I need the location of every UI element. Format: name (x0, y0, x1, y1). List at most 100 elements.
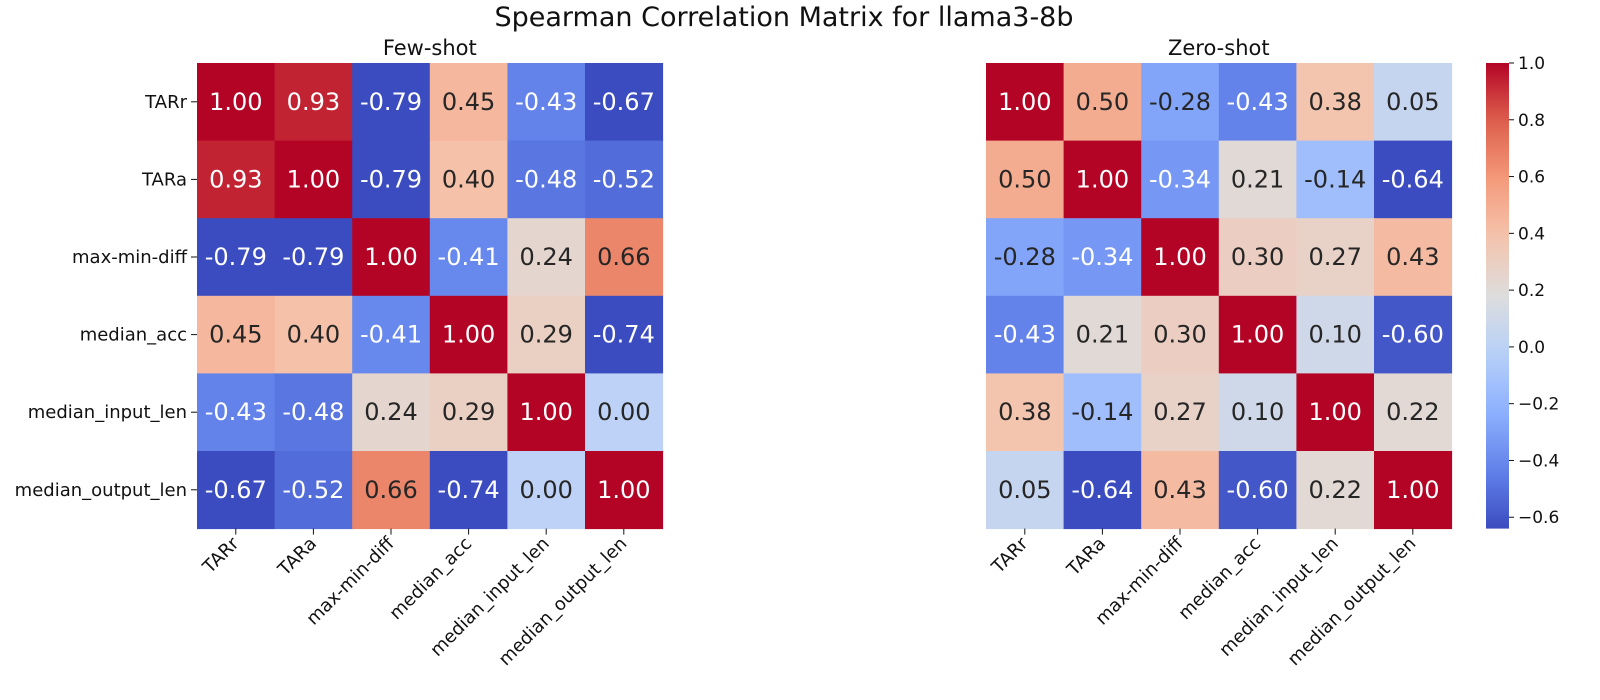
cell-value-label: 0.38 (1308, 88, 1361, 116)
heatmap-cell (1063, 218, 1142, 297)
heatmap-cell (1141, 218, 1220, 297)
heatmap-cell (986, 373, 1065, 452)
cell-value-label: 0.45 (209, 321, 262, 349)
colorbar-tick-label: 0.2 (1518, 281, 1545, 301)
cell-value-label: 0.66 (364, 476, 417, 504)
heatmap-cell (585, 63, 664, 142)
cell-value-label: 0.21 (1076, 321, 1129, 349)
cell-value-label: 0.93 (287, 88, 340, 116)
cell-value-label: -0.74 (438, 476, 500, 504)
heatmap-cell (585, 218, 664, 297)
heatmap-cell (352, 451, 431, 530)
cell-value-label: -0.41 (360, 321, 422, 349)
figure-title: Spearman Correlation Matrix for llama3-8… (495, 2, 1074, 33)
colorbar-tick-label: 0.8 (1518, 111, 1545, 131)
heatmap-cell (1063, 451, 1142, 530)
heatmap-cell (274, 295, 353, 374)
cell-value-label: -0.28 (994, 243, 1056, 271)
heatmap-cell (197, 140, 276, 219)
cell-value-label: 0.22 (1308, 476, 1361, 504)
cell-value-label: -0.60 (1382, 321, 1444, 349)
heatmap-cell (986, 451, 1065, 530)
heatmap-cell (274, 63, 353, 142)
heatmap-cell (585, 140, 664, 219)
heatmap-cell (1374, 63, 1453, 142)
heatmap-cell (429, 295, 508, 374)
heatmap-cell (352, 373, 431, 452)
cell-value-label: -0.64 (1382, 165, 1444, 193)
cell-value-label: 0.05 (998, 476, 1051, 504)
cell-value-label: -0.43 (205, 398, 267, 426)
heatmap-cell (197, 63, 276, 142)
heatmap-cell (507, 63, 586, 142)
zero-shot-heatmap: Zero-shot 1.00 0.50 -0.28 -0.43 0.38 0.05 0.50 1… (986, 36, 1453, 670)
heatmap-cell (352, 63, 431, 142)
heatmap-cell (429, 218, 508, 297)
cell-value-label: 1.00 (287, 165, 340, 193)
x-tick-label-tara: TARa (1063, 533, 1110, 580)
cell-value-label: -0.43 (1227, 88, 1289, 116)
cell-value-label: 1.00 (519, 398, 572, 426)
few-shot-heatmap: Few-shot 1.00 0.93 -0.79 0.45 -0.43 -0.67 0.93 1… (15, 36, 664, 670)
cell-value-label: -0.67 (593, 88, 655, 116)
cell-value-label: 1.00 (1076, 165, 1129, 193)
heatmap-cell (197, 295, 276, 374)
cell-value-label: 0.05 (1386, 88, 1439, 116)
heatmap-cell (1374, 373, 1453, 452)
heatmap-cell (986, 140, 1065, 219)
cell-value-label: -0.64 (1071, 476, 1133, 504)
cell-value-label: 1.00 (442, 321, 495, 349)
colorbar-tick-label: 1.0 (1518, 54, 1545, 74)
y-tick-label-tarr: TARr (144, 92, 187, 113)
cell-value-label: -0.14 (1304, 165, 1366, 193)
y-tick-label-tara: TARa (141, 169, 187, 190)
heatmap-cell (1218, 451, 1297, 530)
cell-value-label: -0.79 (360, 88, 422, 116)
heatmap-cell (1296, 140, 1375, 219)
cell-value-label: 0.24 (364, 398, 417, 426)
cell-value-label: 0.00 (519, 476, 572, 504)
heatmap-cell (1374, 218, 1453, 297)
cell-value-label: -0.79 (360, 165, 422, 193)
cell-value-label: -0.79 (282, 243, 344, 271)
cell-value-label: 1.00 (364, 243, 417, 271)
heatmap-cell (986, 295, 1065, 374)
heatmap-cell (507, 373, 586, 452)
cell-value-label: -0.28 (1149, 88, 1211, 116)
heatmap-cell (986, 63, 1065, 142)
colorbar-tick-label: −0.2 (1518, 395, 1559, 415)
x-tick-label-median-output-len: median_output_len (495, 533, 632, 670)
heatmap-cell (429, 140, 508, 219)
heatmap-cell (352, 295, 431, 374)
cell-value-label: -0.43 (994, 321, 1056, 349)
y-tick-label-max-min-diff: max-min-diff (72, 247, 188, 268)
cell-value-label: 0.43 (1153, 476, 1206, 504)
colorbar-tick-label: 0.0 (1518, 338, 1545, 358)
cell-value-label: 0.66 (597, 243, 650, 271)
heatmap-cell (1374, 451, 1453, 530)
y-tick-label-median-output-len: median_output_len (15, 480, 187, 501)
heatmap-cell (352, 140, 431, 219)
cell-value-label: 0.45 (442, 88, 495, 116)
cell-value-label: 1.00 (1308, 398, 1361, 426)
heatmap-cell (274, 451, 353, 530)
heatmap-cell (585, 373, 664, 452)
heatmap-cell (1218, 140, 1297, 219)
heatmap-cell (1141, 451, 1220, 530)
heatmap-cell (1218, 63, 1297, 142)
colorbar: 1.0 0.8 0.6 0.4 0.2 0.0 −0.2 −0.4 −0.6 (1486, 54, 1559, 529)
cell-value-label: -0.34 (1149, 165, 1211, 193)
heatmap-cell (1063, 295, 1142, 374)
heatmap-cell (1374, 295, 1453, 374)
cell-value-label: 0.30 (1231, 243, 1284, 271)
heatmap-cell (1063, 140, 1142, 219)
heatmap-cell (1218, 218, 1297, 297)
heatmap-cell (274, 140, 353, 219)
cell-value-label: 1.00 (1231, 321, 1284, 349)
cell-value-label: -0.79 (205, 243, 267, 271)
cell-value-label: 0.24 (519, 243, 572, 271)
heatmap-cell (197, 218, 276, 297)
cell-value-label: -0.67 (205, 476, 267, 504)
heatmap-cell (1296, 451, 1375, 530)
heatmap-cell (507, 451, 586, 530)
